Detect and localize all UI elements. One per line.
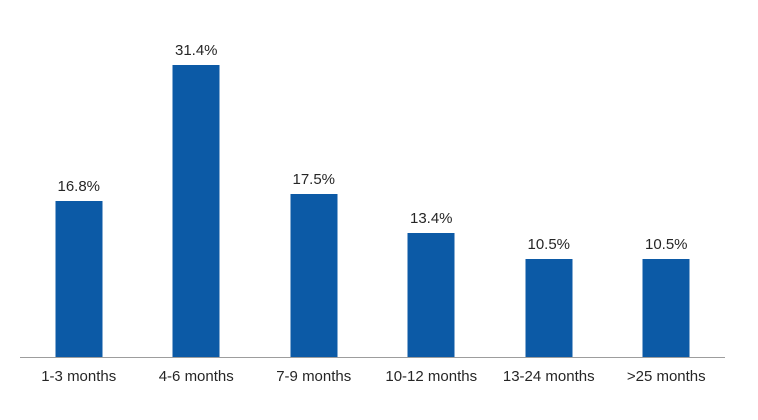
bar-slot: 17.5%: [255, 33, 373, 357]
x-axis-label: 13-24 months: [502, 368, 595, 385]
bar-value-label: 31.4%: [174, 42, 218, 59]
x-axis-label: 7-9 months: [276, 368, 352, 385]
x-axis-label: 10-12 months: [385, 368, 478, 385]
x-axis-labels: 1-3 months 4-6 months 7-9 months 10-12 mont…: [20, 368, 725, 386]
bar-slot: 10.5%: [490, 33, 608, 357]
bar-slot: 10.5%: [608, 33, 726, 357]
bar-slot: 31.4%: [138, 33, 256, 357]
bar: [525, 259, 573, 357]
bar: [55, 201, 103, 357]
bar: [172, 65, 220, 357]
bar-value-label: 16.8%: [57, 178, 101, 195]
bar-slot: 13.4%: [373, 33, 491, 357]
plot-area: 16.8% 31.4% 17.5% 13.4% 10.5% 10.5%: [20, 33, 725, 358]
bar: [642, 259, 690, 357]
bar: [290, 194, 338, 357]
bar-value-label: 10.5%: [644, 236, 688, 253]
bar-slot: 16.8%: [20, 33, 138, 357]
bar-value-label: 10.5%: [527, 236, 571, 253]
x-axis-label: 1-3 months: [41, 368, 117, 385]
x-axis-label: >25 months: [626, 368, 706, 385]
x-axis-label: 4-6 months: [158, 368, 234, 385]
bar: [407, 233, 455, 357]
bar-value-label: 13.4%: [409, 210, 453, 227]
bar-value-label: 17.5%: [292, 171, 336, 188]
